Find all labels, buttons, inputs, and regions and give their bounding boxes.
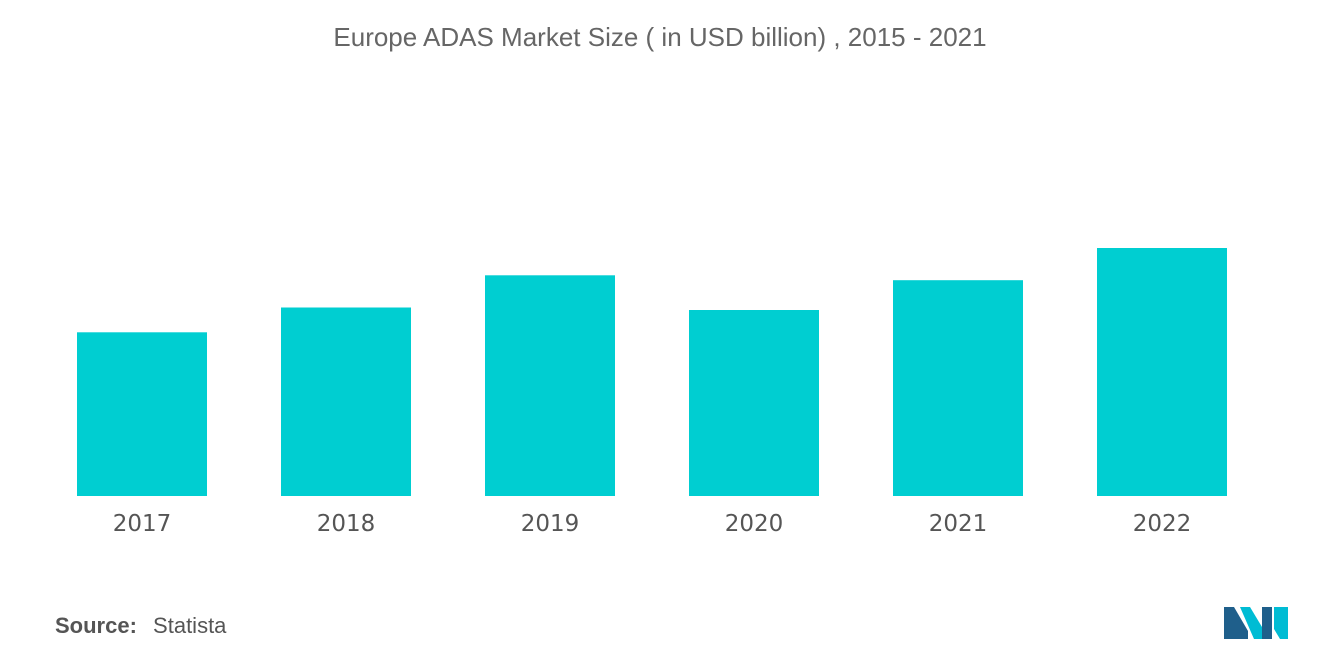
bars-group [77, 248, 1227, 496]
x-tick-label-2019: 2019 [521, 511, 580, 537]
x-tick-label-2018: 2018 [317, 511, 376, 537]
mordor-intelligence-logo-icon [1224, 607, 1288, 639]
bar-2021 [893, 280, 1023, 496]
bar-2022 [1097, 248, 1227, 496]
bar-2020 [689, 310, 819, 496]
x-tick-label-2017: 2017 [113, 511, 172, 537]
source-label: Source: [55, 613, 137, 638]
x-axis-tick-labels: 2017 2018 2019 2020 2021 2022 [113, 511, 1192, 537]
source-note: Source: Statista [55, 613, 226, 639]
source-value: Statista [153, 613, 227, 638]
x-tick-label-2022: 2022 [1133, 511, 1192, 537]
x-tick-label-2020: 2020 [725, 511, 784, 537]
x-tick-label-2021: 2021 [929, 511, 988, 537]
bar-2019 [485, 275, 615, 496]
bar-2018 [281, 307, 411, 496]
chart-title: Europe ADAS Market Size ( in USD billion… [333, 22, 987, 52]
bar-2017 [77, 332, 207, 496]
